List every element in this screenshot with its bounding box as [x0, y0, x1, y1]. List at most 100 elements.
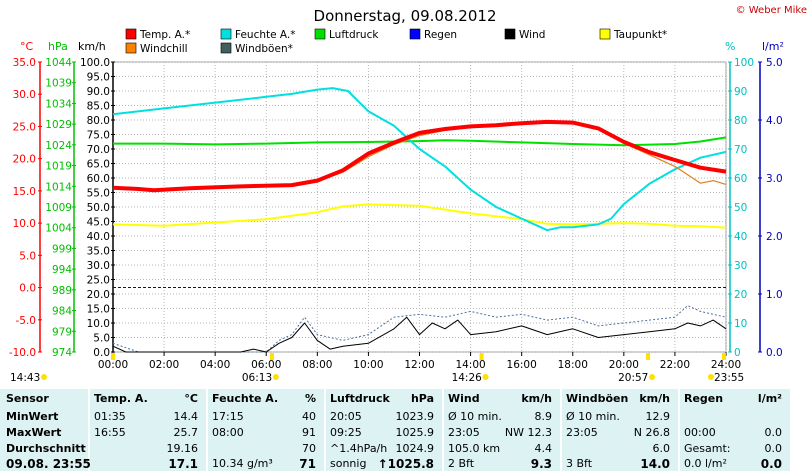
pressure-tick-label: 989	[52, 285, 72, 297]
pressure-tick-label: 1039	[45, 78, 72, 90]
luftdruck-cell-label: 09:25	[330, 426, 362, 439]
chart-title: Donnerstag, 09.08.2012	[314, 7, 497, 25]
rain-tick-label: 0.0	[766, 347, 783, 359]
feuchte-header: Feuchte A.	[212, 392, 279, 405]
sensor-header: Sensor	[6, 392, 49, 405]
rain-tick-label: 3.0	[766, 173, 783, 185]
regen-column: Regen l/m² 00:00 0.0 Gesamt: 0.0 0.0 l/m² 0.0	[680, 389, 792, 471]
row-label-max: MaxWert	[6, 426, 62, 439]
rain-unit-label: l/m²	[762, 40, 784, 53]
temp-tick-label: 10.0	[13, 218, 36, 230]
sun-icon	[41, 374, 47, 380]
speed-tick-label: 30.0	[87, 260, 110, 272]
temp-unit-label: °C	[20, 40, 34, 53]
time-marker-tick	[111, 353, 115, 360]
wind-cell-value: 4.4	[534, 442, 553, 455]
windboeen-unit: km/h	[639, 392, 670, 405]
speed-unit-label: km/h	[78, 40, 106, 53]
time-markers: 14:43 06:13 14:26 20:57 23:55	[10, 353, 744, 384]
x-tick-label: 10:00	[353, 359, 383, 371]
speed-tick-label: 100.0	[80, 57, 110, 69]
time-marker-label: 20:57	[618, 372, 648, 384]
legend-label: Windchill	[140, 43, 188, 55]
speed-tick-label: 45.0	[87, 217, 110, 229]
speed-tick-label: 55.0	[87, 188, 110, 200]
time-marker-tick	[269, 353, 274, 360]
row-label-avg: Durchschnitt	[6, 442, 86, 455]
feuchte-column: Feuchte A.% 17:15 40 08:00 91 70 10.34 g/m³ 71	[208, 389, 326, 471]
luftdruck-column: Luftdruck hPa 20:05 1023.9 09:25 1025.9 ^1.4hP…	[326, 389, 444, 471]
time-marker-tick	[646, 353, 651, 360]
luftdruck-cell-label: 20:05	[330, 410, 362, 423]
temp-tick-label: 0.0	[19, 283, 36, 295]
x-tick-label: 14:00	[455, 359, 485, 371]
luftdruck-unit: hPa	[410, 392, 434, 405]
windboeen-column: Windböen km/h Ø 10 min. 12.9 23:05 N 26.8 6.0 3…	[562, 389, 680, 471]
luftdruck-cell-label: sonnig	[330, 457, 367, 470]
speed-tick-label: 0.0	[93, 347, 110, 359]
sun-icon	[272, 374, 279, 380]
speed-tick-label: 60.0	[87, 173, 110, 185]
legend-swatch	[504, 28, 516, 40]
time-marker-label: 06:13	[242, 372, 272, 384]
percent-tick-label: 70	[734, 144, 747, 156]
row-label-min: MinWert	[6, 410, 59, 423]
temp-cell-value: 25.7	[173, 426, 199, 439]
speed-tick-label: 90.0	[87, 86, 110, 98]
x-tick-label: 18:00	[558, 359, 588, 371]
regen-cell-value: 0.0	[760, 457, 782, 471]
pressure-tick-label: 1024	[45, 140, 72, 152]
percent-tick-label: 40	[734, 231, 747, 243]
legend-swatch	[125, 42, 137, 54]
x-tick-label: 08:00	[302, 359, 332, 371]
x-tick-label: 12:00	[404, 359, 434, 371]
temp-cell-value: 14.4	[173, 410, 199, 423]
pressure-tick-label: 1009	[45, 202, 72, 214]
wind-column: Wind km/h Ø 10 min. 8.9 23:05 NW 12.3 105.0 km…	[444, 389, 562, 471]
x-tick-label: 16:00	[507, 359, 537, 371]
x-tick-label: 20:00	[609, 359, 639, 371]
stats-table: Sensor MinWert MaxWert Durchschnitt 09.0…	[0, 389, 810, 471]
time-marker-tick	[479, 353, 484, 360]
x-tick-label: 24:00	[711, 359, 741, 371]
legend-label: Regen	[424, 29, 457, 41]
temp-tick-label: -5.0	[16, 315, 37, 327]
windboeen-cell-value: N 26.8	[633, 426, 670, 439]
temp-tick-label: 15.0	[13, 186, 36, 198]
rain-tick-label: 1.0	[766, 289, 783, 301]
series-temp-a	[112, 119, 727, 193]
legend-swatch	[220, 42, 232, 54]
temp-column: Temp. A. °C 01:35 14.4 16:55 25.7 19.16 17.1	[90, 389, 208, 471]
legend-label: Feuchte A.*	[235, 29, 296, 41]
speed-tick-label: 50.0	[87, 202, 110, 214]
speed-tick-label: 35.0	[87, 246, 110, 258]
speed-tick-label: 25.0	[87, 275, 110, 287]
row-label-current: 09.08. 23:55	[6, 457, 91, 471]
series-wind	[112, 316, 727, 353]
pressure-tick-label: 1004	[45, 223, 72, 235]
legend-label: Windböen*	[235, 43, 293, 55]
feuchte-unit: %	[304, 392, 316, 405]
pressure-unit-label: hPa	[48, 40, 68, 53]
pressure-tick-label: 979	[52, 326, 72, 338]
windboeen-cell-value: 12.9	[645, 410, 671, 423]
luftdruck-cell-label: ^1.4hPa/h	[330, 442, 388, 455]
wind-cell-value: NW 12.3	[504, 426, 552, 439]
pressure-tick-label: 1044	[45, 57, 72, 69]
temp-tick-label: 30.0	[13, 89, 36, 101]
credit-label: © Weber Mike	[736, 5, 807, 16]
legend-swatch	[599, 28, 611, 40]
regen-cell-label: 0.0 l/m²	[684, 457, 727, 470]
legend-label: Temp. A.*	[139, 29, 190, 41]
percent-tick-label: 100	[734, 57, 754, 69]
time-marker-label: 14:26	[452, 372, 483, 384]
windboeen-cell-label: 23:05	[566, 426, 598, 439]
series-feuchte-a	[112, 87, 727, 232]
luftdruck-cell-value: 1025.9	[395, 426, 435, 439]
wind-cell-label: 105.0 km	[448, 442, 501, 455]
grid	[112, 61, 727, 353]
axes: 35.0 30.0 25.0 20.0 15.0 10.0 5.0 0.0 -5.0 -10.0 1…	[9, 57, 783, 371]
weather-chart: Donnerstag, 09.08.2012 © Weber Mike Temp…	[9, 5, 807, 384]
pressure-tick-label: 1014	[45, 181, 72, 193]
percent-tick-label: 50	[734, 202, 747, 214]
